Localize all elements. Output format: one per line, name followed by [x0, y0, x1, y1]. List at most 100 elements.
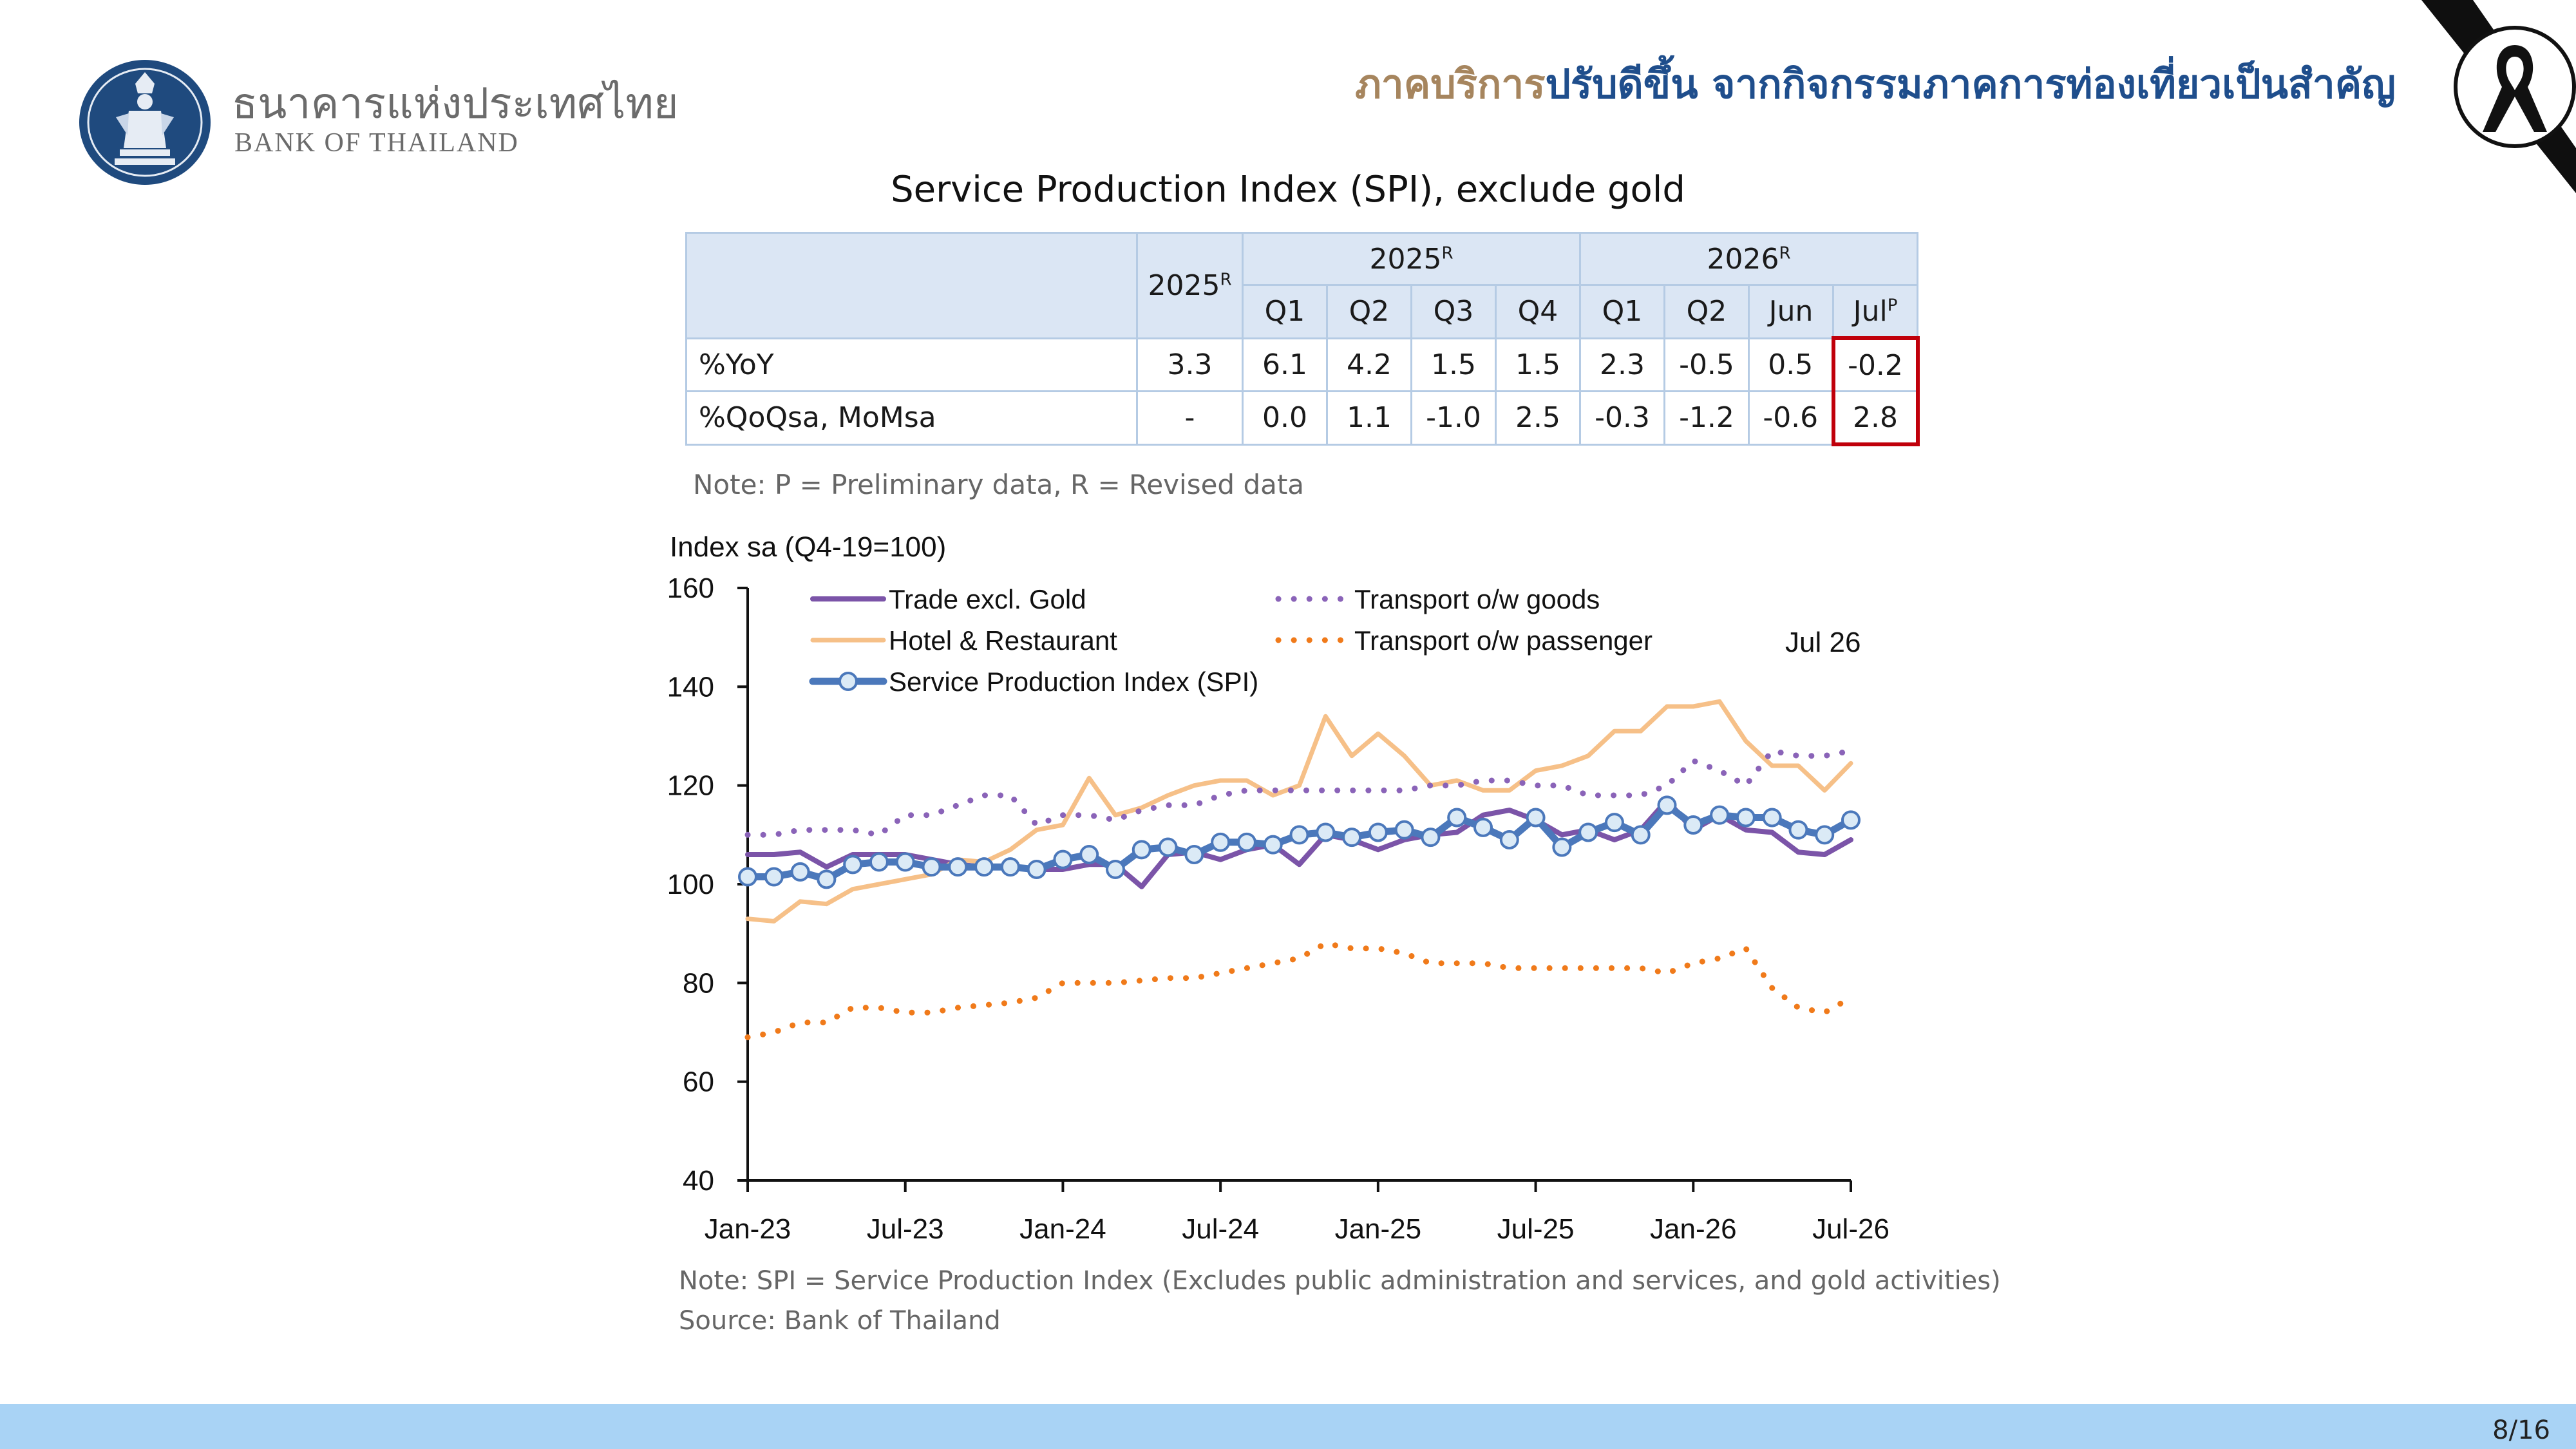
spi-data-point — [869, 852, 889, 872]
spi-data-point — [1788, 820, 1808, 840]
y-axis-label: Index sa (Q4-19=100) — [670, 531, 946, 563]
spi-data-point — [1289, 825, 1309, 845]
y-tick-label: 120 — [667, 770, 714, 802]
series-line-hotel-restaurant — [745, 699, 1853, 923]
table-cell: 1.5 — [1495, 337, 1581, 392]
legend-label: Hotel & Restaurant — [889, 625, 1117, 656]
spi-data-point — [1421, 828, 1441, 848]
page-number: 8/16 — [2492, 1416, 2550, 1445]
spi-data-point — [1368, 822, 1388, 842]
table-header-group2: 2026R — [1579, 232, 1918, 286]
spi-data-point — [1841, 810, 1861, 830]
table-subheader: Q2 — [1663, 284, 1750, 339]
table-row: %QoQsa, MoMsa - 0.0 1.1 -1.0 2.5 -0.3 -1… — [685, 390, 1920, 446]
footer-bar — [0, 1404, 2576, 1449]
spi-data-point — [1762, 808, 1782, 828]
headline-part2: ปรับดีขึ้น จากกิจกรรมภาคการท่องเที่ยวเป็… — [1545, 61, 2396, 108]
table-subheader: Q1 — [1242, 284, 1328, 339]
spi-line-chart: Index sa (Q4-19=100) 40 60 80 100 120 140 160 J… — [667, 531, 1889, 1245]
spi-data-point — [1053, 849, 1073, 869]
spi-data-point — [1552, 837, 1572, 857]
spi-data-point — [764, 867, 784, 887]
table-subheader: Q1 — [1579, 284, 1665, 339]
spi-data-point — [1499, 830, 1519, 849]
table-header-annual: 2025R — [1136, 232, 1244, 339]
spi-data-point — [1604, 813, 1624, 833]
table-note: Note: P = Preliminary data, R = Revised … — [693, 469, 1305, 500]
spi-data-point — [1079, 845, 1099, 864]
table-cell: -1.2 — [1663, 390, 1750, 446]
chart-note: Note: SPI = Service Production Index (Ex… — [679, 1266, 2001, 1296]
highlighted-cell: -0.2 — [1831, 336, 1920, 392]
spi-data-point — [1106, 860, 1125, 879]
table-cell: -1.0 — [1410, 390, 1497, 446]
x-tick-label: Jan-26 — [1650, 1213, 1737, 1245]
legend-marker — [838, 672, 858, 691]
source-note: Source: Bank of Thailand — [679, 1306, 1001, 1336]
table-subheader: Q4 — [1495, 284, 1581, 339]
table-subheader: Q3 — [1410, 284, 1497, 339]
spi-data-point — [895, 852, 915, 872]
y-tick-label: 160 — [667, 573, 714, 604]
table-cell: 2.3 — [1579, 337, 1665, 392]
spi-data-point — [1394, 820, 1414, 840]
y-tick-label: 60 — [683, 1066, 714, 1098]
table-cell: 0.5 — [1748, 337, 1834, 392]
table-cell: 1.1 — [1326, 390, 1412, 446]
bot-seal-icon — [79, 60, 211, 185]
legend-label: Transport o/w goods — [1354, 584, 1600, 614]
spi-data-point — [1815, 825, 1835, 845]
table-subheader: JulP — [1832, 284, 1918, 339]
row-label: %QoQsa, MoMsa — [685, 390, 1138, 446]
org-name-thai: ธนาคารแห่งประเทศไทย — [232, 79, 679, 128]
spi-data-point — [1000, 857, 1020, 877]
table-header-group1: 2025R — [1242, 232, 1581, 286]
table-subheader: Jun — [1748, 284, 1834, 339]
highlighted-cell: 2.8 — [1831, 390, 1920, 446]
spi-data-point — [1211, 832, 1231, 852]
spi-data-point — [1447, 808, 1467, 828]
spi-data-point — [790, 862, 810, 882]
table-cell: -0.3 — [1579, 390, 1665, 446]
spi-data-point — [1710, 805, 1730, 825]
spi-data-point — [1526, 808, 1546, 828]
y-tick-label: 40 — [683, 1165, 714, 1197]
spi-data-point — [1236, 832, 1256, 852]
table-cell: -0.6 — [1748, 390, 1834, 446]
org-name-english: BANK OF THAILAND — [234, 128, 519, 158]
x-tick-label: Jul-26 — [1812, 1213, 1889, 1245]
spi-data-point — [817, 869, 837, 889]
mourning-ribbon-icon — [2421, 0, 2576, 193]
spi-data-point — [1158, 837, 1178, 857]
spi-summary-table: 2025R 2025R 2026R Q1 Q2 Q3 Q4 Q1 Q2 Jun … — [685, 232, 1920, 446]
x-tick-label: Jul-23 — [867, 1213, 944, 1245]
y-tick-label: 80 — [683, 967, 714, 999]
table-cell: 6.1 — [1242, 337, 1328, 392]
headline-part1: ภาคบริการ — [1355, 61, 1546, 108]
x-tick-label: Jan-23 — [705, 1213, 791, 1245]
x-tick-label: Jul-24 — [1182, 1213, 1259, 1245]
spi-data-point — [1473, 817, 1493, 837]
spi-data-point — [948, 857, 968, 877]
legend-label: Service Production Index (SPI) — [889, 667, 1258, 697]
x-tick-label: Jan-24 — [1019, 1213, 1106, 1245]
spi-data-point — [1184, 845, 1204, 864]
spi-data-point — [1316, 822, 1336, 842]
legend-label: Transport o/w passenger — [1354, 625, 1653, 656]
table-cell: -0.5 — [1663, 337, 1750, 392]
spi-data-point — [1683, 815, 1703, 835]
table-cell: 1.5 — [1410, 337, 1497, 392]
table-cell: 0.0 — [1242, 390, 1328, 446]
chart-annotation: Jul 26 — [1785, 627, 1861, 658]
table-corner-cell — [685, 232, 1138, 339]
table-title: Service Production Index (SPI), exclude … — [891, 169, 1685, 211]
bot-logo: ธนาคารแห่งประเทศไทย BANK OF THAILAND — [77, 58, 679, 187]
spi-data-point — [1132, 840, 1151, 860]
spi-data-point — [1342, 828, 1362, 848]
x-tick-label: Jan-25 — [1335, 1213, 1422, 1245]
spi-data-point — [974, 857, 994, 877]
table-row: %YoY 3.3 6.1 4.2 1.5 1.5 2.3 -0.5 0.5 -0… — [685, 336, 1920, 392]
x-tick-label: Jul-25 — [1497, 1213, 1575, 1245]
y-tick-label: 100 — [667, 869, 714, 900]
row-label: %YoY — [685, 337, 1138, 392]
